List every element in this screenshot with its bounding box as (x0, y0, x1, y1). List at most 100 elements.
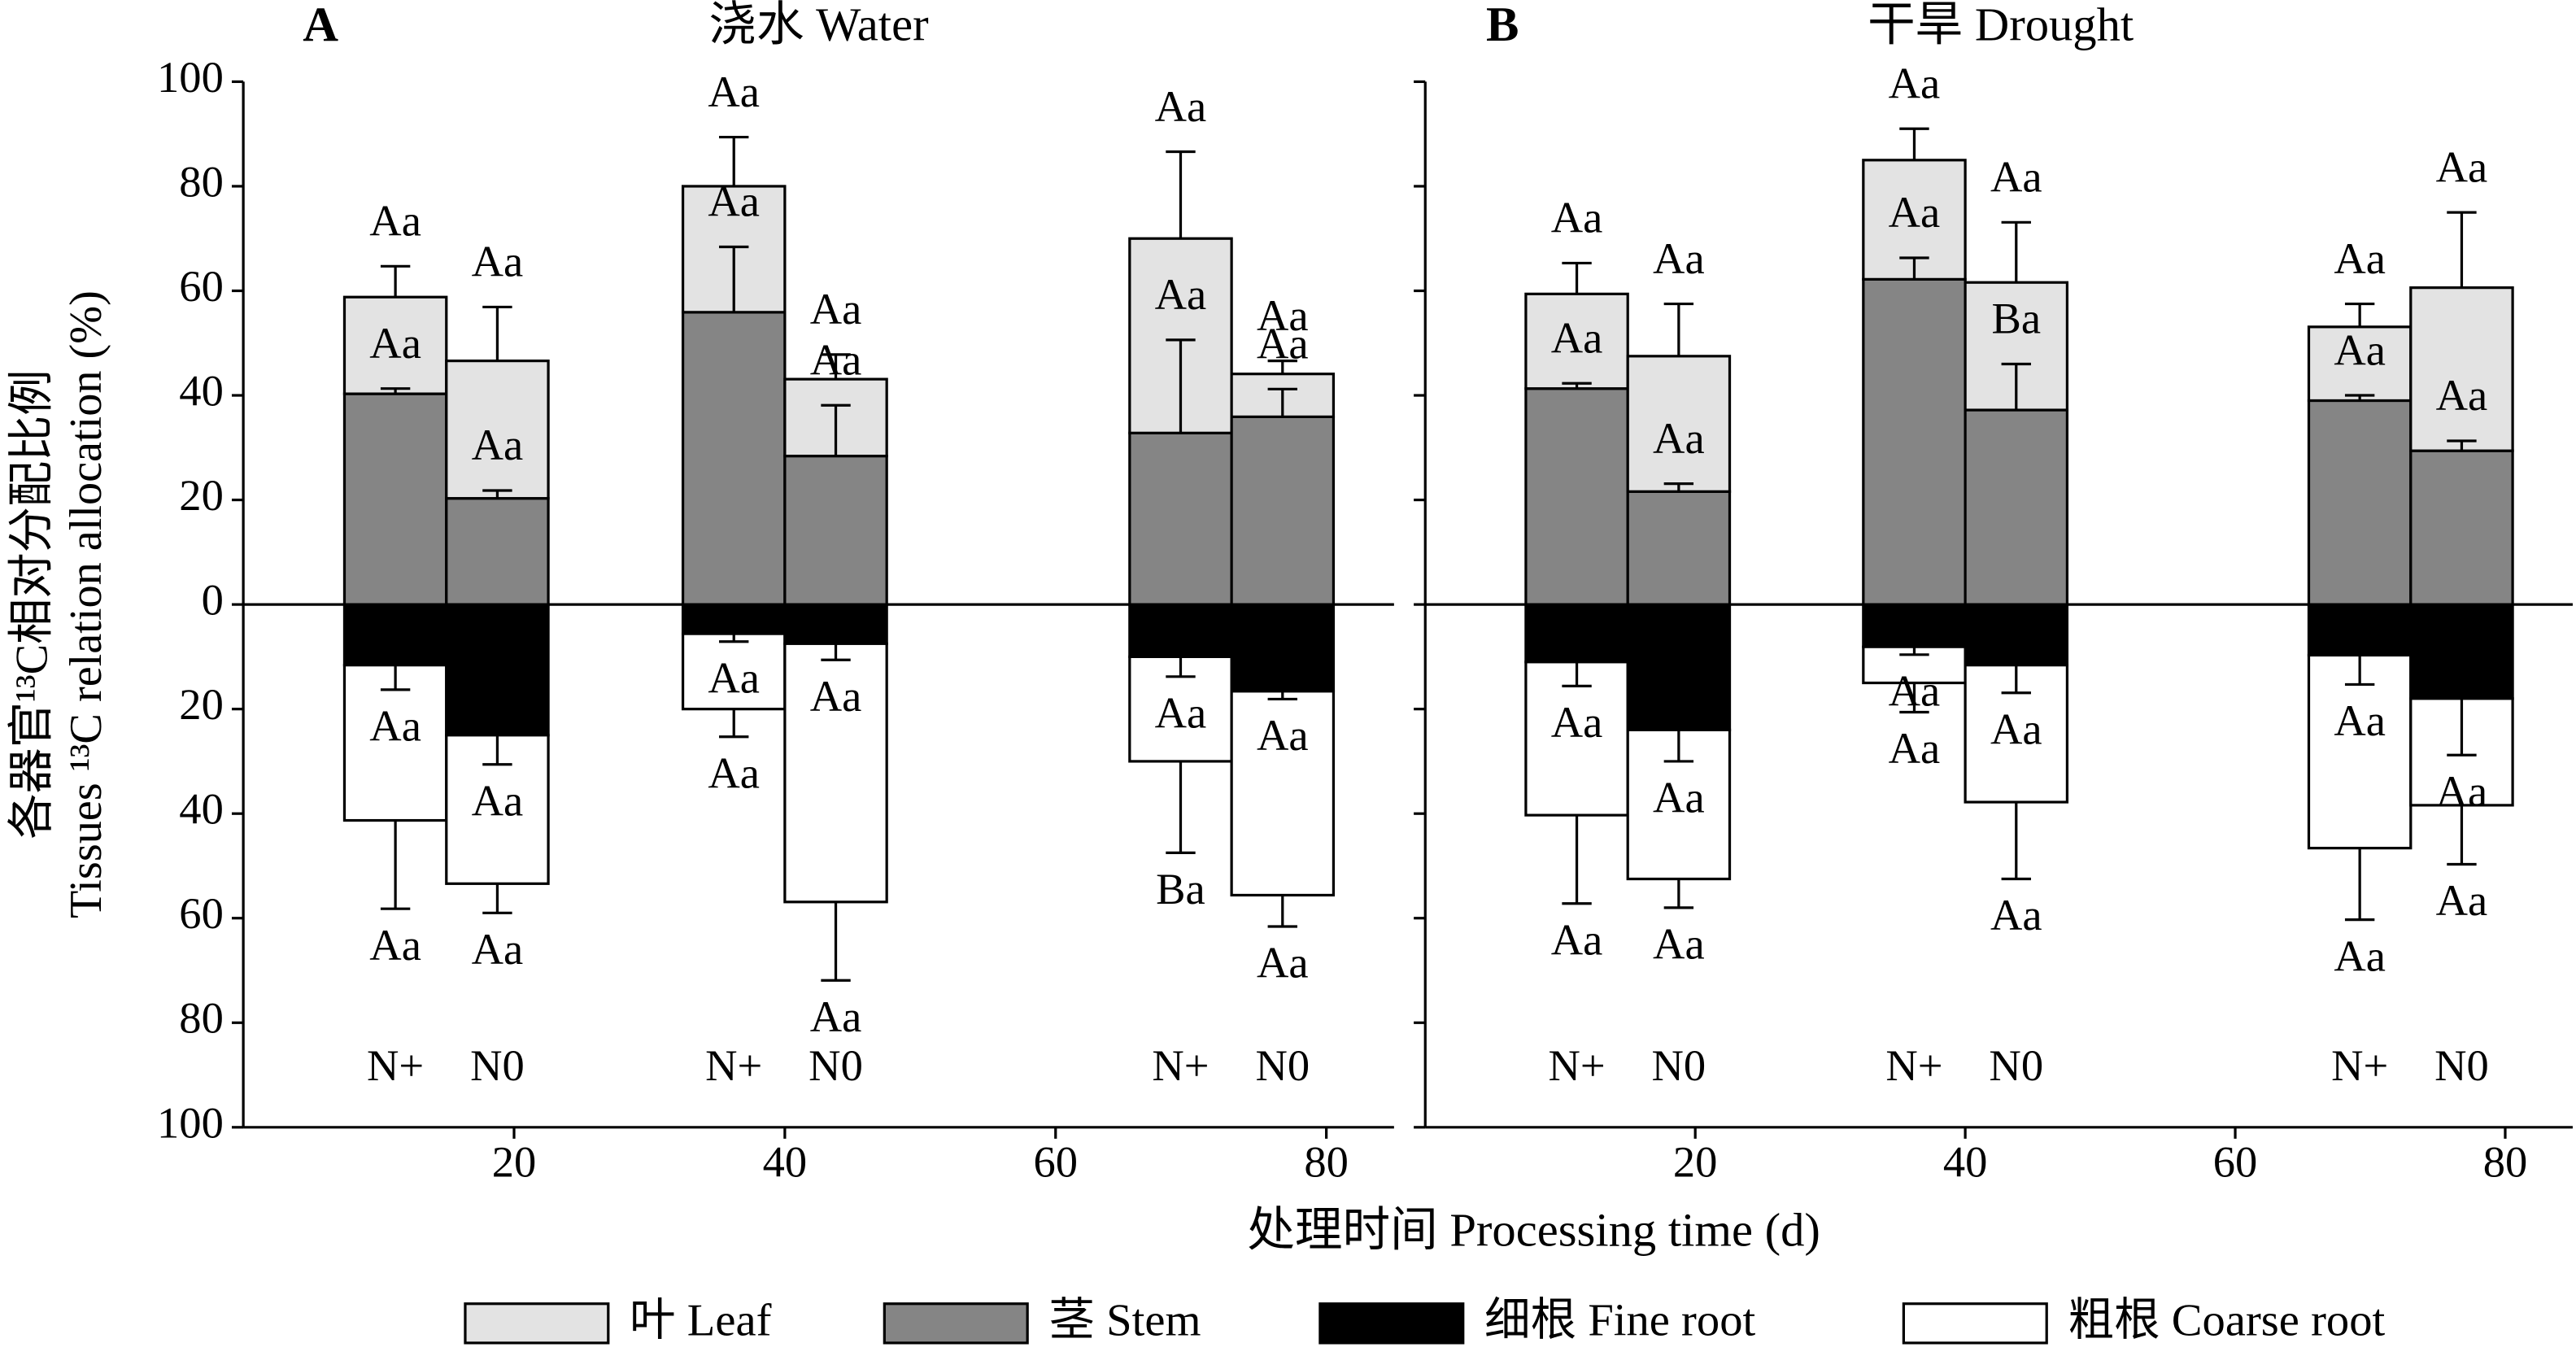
treatment-label: N0 (1989, 1041, 2043, 1090)
treatment-label: N0 (470, 1041, 525, 1090)
y-tick-label: 100 (157, 53, 224, 102)
y-tick-label: 40 (179, 367, 224, 416)
legend-swatch (1319, 1302, 1465, 1345)
legend-swatch (464, 1302, 610, 1345)
panel-title: 浇水 Water (708, 0, 928, 50)
y-tick-label: 20 (179, 471, 224, 520)
y-axis-label: 各器官¹³C相对分配比例 (7, 369, 57, 839)
treatment-label: N+ (1548, 1041, 1605, 1090)
significance-label: Aa (472, 421, 524, 469)
significance-label: Aa (369, 702, 421, 751)
significance-label: Aa (2334, 325, 2386, 374)
significance-label: Aa (1653, 234, 1705, 283)
x-tick-label: 80 (2483, 1138, 2528, 1187)
treatment-label: N0 (1652, 1041, 1706, 1090)
bar-segment (1230, 690, 1336, 897)
significance-label: Aa (369, 319, 421, 368)
significance-label: Aa (1155, 689, 1207, 738)
bar-segment (783, 454, 888, 606)
significance-label: Aa (2436, 371, 2488, 420)
treatment-label: N+ (1885, 1041, 1942, 1090)
significance-label: Aa (369, 921, 421, 970)
treatment-label: N0 (809, 1041, 863, 1090)
bar-segment (1524, 661, 1629, 817)
x-axis-label: 处理时间 Processing time (d) (1247, 1204, 1820, 1257)
treatment-label: N0 (2434, 1041, 2489, 1090)
significance-label: Aa (1653, 920, 1705, 969)
x-tick-label: 40 (763, 1138, 808, 1187)
significance-label: Aa (1889, 724, 1941, 773)
significance-label: Aa (1551, 698, 1603, 747)
significance-label: Aa (1653, 774, 1705, 822)
bar-segment (1964, 603, 2069, 667)
bar-segment (1626, 603, 1732, 731)
significance-label: Aa (1551, 194, 1603, 242)
legend-swatch (883, 1302, 1029, 1345)
bar-segment (1524, 292, 1629, 390)
y-tick-label: 60 (179, 889, 224, 938)
bar-segment (2307, 325, 2413, 403)
significance-label: Aa (1155, 270, 1207, 319)
bar-segment (342, 392, 448, 606)
significance-label: Aa (1889, 188, 1941, 237)
significance-label: Aa (1889, 59, 1941, 108)
y-tick-label: 80 (179, 158, 224, 207)
x-tick-label: 80 (1304, 1138, 1349, 1187)
bar-segment (2409, 449, 2514, 606)
panel-label: A (303, 0, 338, 52)
treatment-label: N0 (1255, 1041, 1310, 1090)
y-tick-label: 100 (157, 1098, 224, 1147)
x-tick-label: 60 (2213, 1138, 2258, 1187)
bar-segment (1524, 603, 1629, 664)
bar-segment (1862, 603, 1967, 648)
significance-label: Aa (1257, 291, 1309, 340)
significance-label: Aa (1653, 414, 1705, 463)
legend-label: 粗根 Coarse root (2068, 1296, 2385, 1346)
significance-label: Ba (1991, 294, 2041, 343)
bar-segment (783, 642, 888, 904)
significance-label: Aa (1257, 939, 1309, 988)
significance-label: Aa (2334, 696, 2386, 745)
significance-label: Aa (810, 672, 862, 721)
significance-label: Aa (1257, 711, 1309, 760)
legend-label: 细根 Fine root (1484, 1296, 1756, 1346)
significance-label: Aa (2334, 931, 2386, 980)
bar-segment (2307, 603, 2413, 657)
significance-label: Aa (472, 238, 524, 286)
significance-label: Aa (1551, 314, 1603, 363)
bar-segment (1524, 387, 1629, 606)
significance-label: Aa (1990, 705, 2042, 754)
y-tick-label: 80 (179, 994, 224, 1043)
y-tick-label: 20 (179, 680, 224, 729)
significance-label: Aa (2334, 234, 2386, 283)
bar-segment (1964, 408, 2069, 606)
significance-label: Ba (1156, 865, 1205, 913)
bar-segment (681, 603, 787, 635)
panel-label: B (1486, 0, 1519, 52)
significance-label: Aa (708, 654, 760, 703)
significance-label: Aa (708, 749, 760, 798)
significance-label: Aa (472, 925, 524, 974)
x-tick-label: 20 (492, 1138, 537, 1187)
y-axis-label: Tissues ¹³C relation allocation (%) (61, 290, 111, 918)
bar-segment (2307, 653, 2413, 850)
significance-label: Aa (810, 285, 862, 334)
bar-segment (783, 603, 888, 645)
bar-segment (1128, 431, 1233, 606)
bar-segment (681, 311, 787, 606)
significance-label: Aa (1990, 153, 2042, 202)
bar-segment (445, 603, 550, 737)
bar-segment (445, 497, 550, 606)
treatment-label: N+ (2331, 1041, 2388, 1090)
significance-label: Aa (369, 197, 421, 246)
bar-segment (1626, 490, 1732, 606)
y-tick-label: 40 (179, 785, 224, 834)
bar-segment (1626, 355, 1732, 493)
bar-segment (2307, 399, 2413, 606)
bar-segment (342, 603, 448, 667)
significance-label: Aa (2436, 876, 2488, 925)
significance-label: Aa (1155, 82, 1207, 131)
significance-label: Aa (1551, 916, 1603, 965)
